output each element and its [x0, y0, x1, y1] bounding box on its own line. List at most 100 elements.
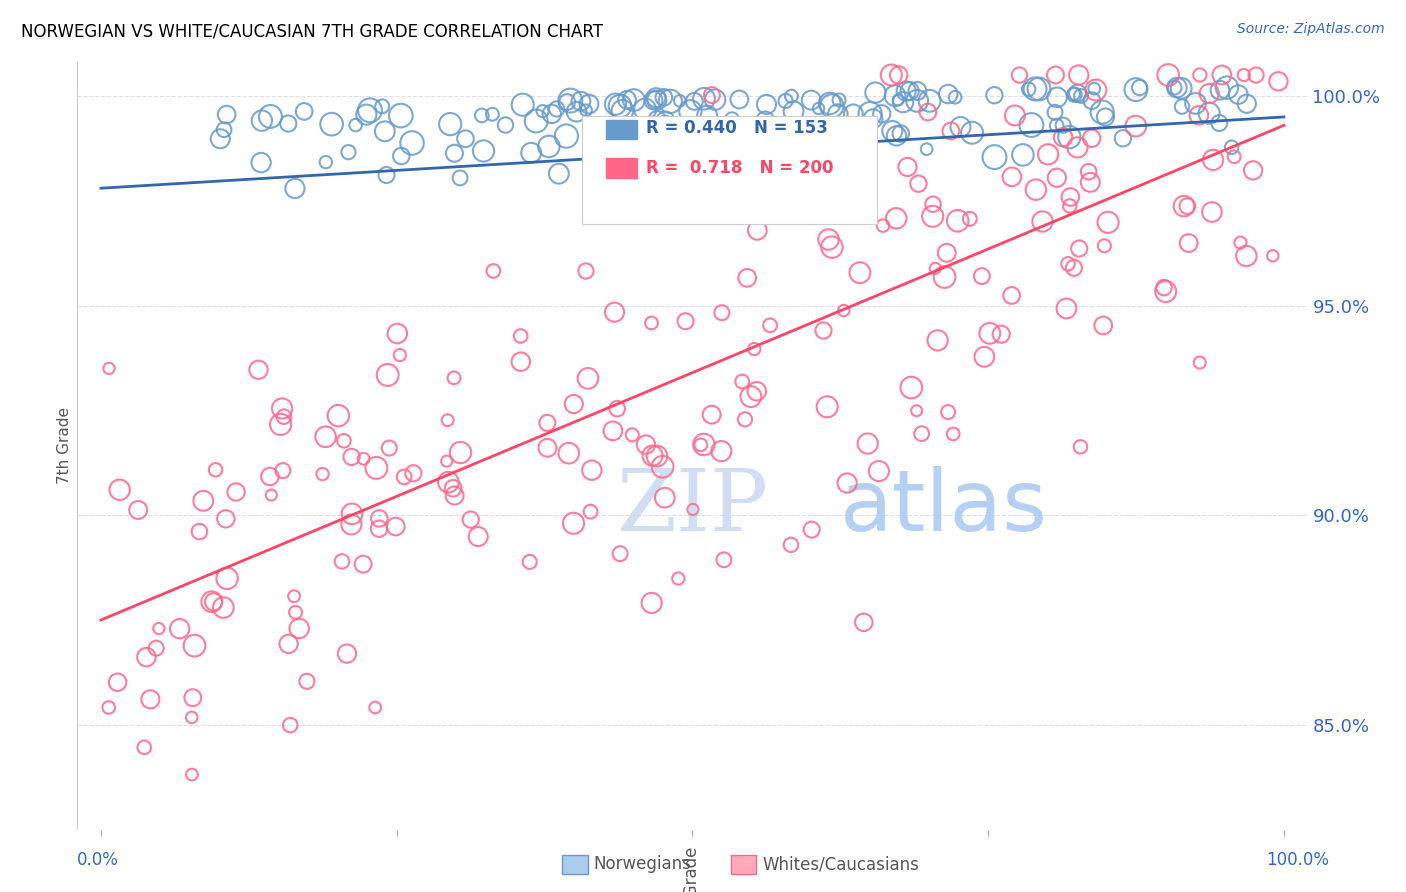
Point [1004, 108, 1026, 122]
Point [1125, 82, 1147, 96]
Point [1220, 140, 1243, 154]
Point [681, 130, 703, 145]
Point [887, 93, 910, 107]
Point [333, 434, 356, 448]
Point [766, 159, 789, 173]
Point [512, 97, 534, 112]
Point [1081, 94, 1104, 108]
Point [1091, 105, 1114, 120]
Point [959, 211, 981, 226]
Point [896, 160, 918, 174]
Point [217, 571, 239, 585]
Point [562, 397, 585, 411]
Point [851, 116, 873, 130]
Point [679, 104, 702, 119]
Point [780, 538, 803, 552]
Point [215, 107, 238, 121]
Point [979, 326, 1001, 341]
Point [731, 375, 754, 389]
Point [1024, 82, 1046, 96]
Point [825, 122, 848, 136]
Point [270, 417, 292, 432]
Point [437, 475, 460, 490]
Point [779, 185, 801, 199]
Point [292, 104, 315, 119]
Point [943, 90, 966, 104]
Point [169, 622, 191, 636]
Point [772, 128, 794, 143]
Point [443, 489, 465, 503]
Point [569, 94, 592, 108]
Point [204, 463, 226, 477]
Point [983, 150, 1005, 164]
Point [710, 444, 733, 458]
Point [340, 450, 363, 464]
Point [634, 437, 657, 451]
Point [1163, 80, 1185, 95]
Point [865, 86, 887, 100]
Point [284, 605, 307, 619]
Point [704, 93, 727, 107]
Point [1000, 288, 1022, 302]
Point [180, 710, 202, 724]
Point [856, 436, 879, 450]
Point [392, 470, 415, 484]
Point [1021, 118, 1043, 132]
Point [827, 107, 849, 121]
Point [401, 136, 423, 150]
Point [1153, 280, 1175, 294]
Point [900, 381, 922, 395]
Point [1244, 68, 1267, 82]
X-axis label: 7th Grade: 7th Grade [683, 847, 702, 892]
Point [560, 94, 582, 108]
Point [436, 413, 458, 427]
Point [652, 90, 675, 104]
Point [562, 516, 585, 531]
Point [817, 232, 839, 246]
Point [260, 488, 283, 502]
Point [555, 129, 578, 144]
Text: ZIP: ZIP [616, 466, 769, 549]
Point [612, 103, 634, 118]
Point [1052, 130, 1074, 145]
Point [1070, 89, 1092, 103]
Text: Source: ZipAtlas.com: Source: ZipAtlas.com [1237, 22, 1385, 37]
Point [1045, 68, 1067, 82]
Point [960, 126, 983, 140]
Point [917, 105, 939, 120]
Point [1112, 131, 1135, 145]
Text: 100.0%: 100.0% [1265, 851, 1329, 869]
Point [905, 403, 928, 417]
Point [98, 361, 121, 376]
Point [655, 171, 678, 186]
Point [1234, 249, 1257, 263]
Point [259, 469, 281, 483]
Point [800, 523, 823, 537]
Point [337, 145, 360, 160]
Point [1059, 130, 1081, 145]
Point [1173, 199, 1195, 213]
Point [1066, 140, 1088, 154]
Point [884, 211, 907, 226]
Point [524, 114, 547, 128]
Point [700, 408, 723, 422]
Point [97, 700, 120, 714]
Point [970, 269, 993, 284]
Point [1001, 169, 1024, 184]
Point [810, 202, 832, 216]
Point [353, 451, 375, 466]
Point [623, 93, 645, 107]
Point [1233, 68, 1256, 82]
Point [654, 491, 676, 505]
Point [388, 348, 411, 362]
Point [531, 104, 554, 119]
Point [724, 171, 747, 186]
Point [1084, 83, 1107, 97]
Point [436, 454, 458, 468]
Point [1267, 74, 1289, 88]
Point [356, 107, 378, 121]
Point [821, 99, 844, 113]
Point [183, 639, 205, 653]
Point [201, 595, 224, 609]
Point [278, 718, 301, 732]
